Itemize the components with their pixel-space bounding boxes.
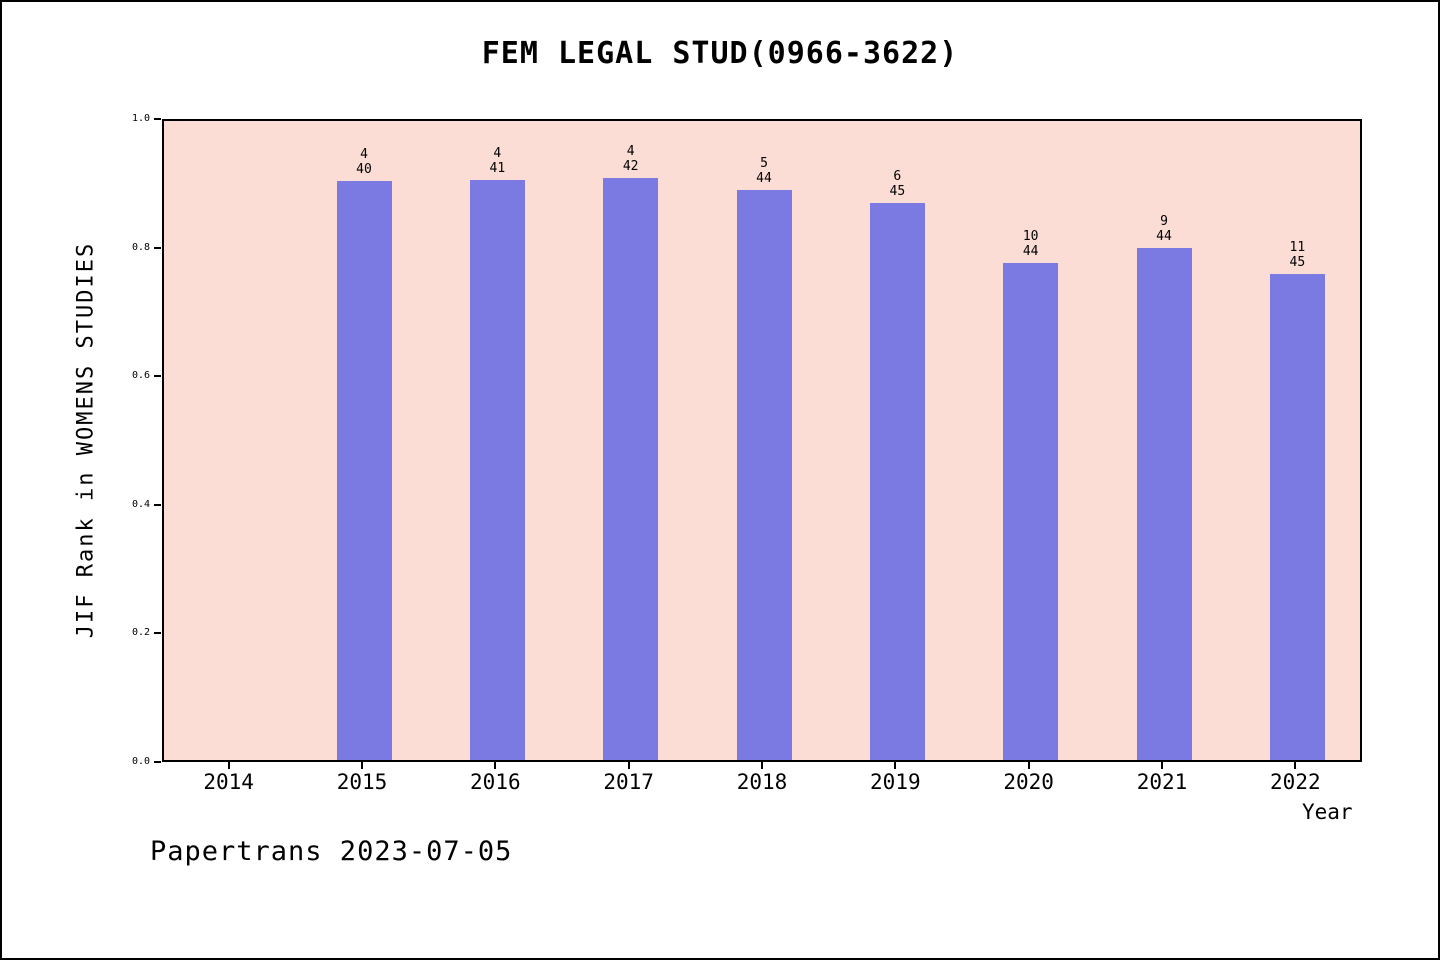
x-tick-mark: [1027, 762, 1030, 769]
y-tick-mark: [154, 246, 161, 249]
bar-2017: [603, 178, 659, 760]
y-tick-mark: [154, 632, 161, 635]
x-tick-label-2015: 2015: [336, 770, 388, 794]
y-axis-label: JIF Rank in WOMENS STUDIES: [73, 241, 99, 639]
bar-2019: [869, 203, 925, 760]
x-tick-label-2021: 2021: [1136, 770, 1188, 794]
chart-title: FEM LEGAL STUD(0966-3622): [481, 36, 959, 71]
x-tick-label-2017: 2017: [603, 770, 654, 794]
plot-area: 4 40 4 41 4 42 5 44 6 45 10 44 9 44 11 45: [162, 119, 1362, 762]
bar-label-2021: 9 44: [1156, 214, 1172, 244]
x-tick-mark: [227, 762, 230, 769]
bar-2016: [469, 180, 525, 760]
x-tick-mark: [894, 762, 897, 769]
bar-2020: [1003, 263, 1059, 760]
x-tick-label-2020: 2020: [1003, 770, 1054, 794]
y-tick-label: 0.0: [131, 756, 150, 767]
bar-label-2020: 10 44: [1022, 229, 1039, 259]
x-tick-mark: [1161, 762, 1163, 769]
bar-2015: [336, 181, 392, 760]
y-tick-mark: [154, 503, 161, 506]
x-axis-label: Year: [1302, 800, 1353, 824]
x-tick-label-2018: 2018: [736, 770, 788, 794]
y-tick-label: 0.2: [131, 627, 150, 639]
x-tick-label-2019: 2019: [870, 770, 921, 794]
bar-label-2015: 4 40: [356, 147, 372, 177]
y-tick-mark: [154, 118, 161, 120]
x-tick-label-2014: 2014: [203, 770, 254, 794]
watermark-text: Papertrans 2023-07-05: [150, 836, 513, 867]
y-tick-mark: [154, 375, 161, 378]
bar-2022: [1269, 274, 1325, 760]
x-tick-mark: [494, 762, 497, 769]
x-tick-mark: [361, 762, 363, 769]
bar-2018: [736, 190, 792, 760]
bar-2021: [1136, 248, 1192, 760]
bar-label-2019: 6 45: [889, 169, 906, 199]
y-tick-mark: [154, 761, 161, 763]
y-tick-label: 1.0: [131, 113, 150, 124]
bar-label-2017: 4 42: [622, 144, 639, 174]
y-tick-label: 0.6: [131, 370, 150, 382]
bar-label-2018: 5 44: [756, 156, 772, 186]
x-tick-label-2022: 2022: [1270, 770, 1321, 794]
x-tick-mark: [627, 762, 630, 769]
x-tick-mark: [761, 762, 763, 769]
x-tick-mark: [1294, 762, 1297, 769]
x-tick-label-2016: 2016: [470, 770, 521, 794]
y-tick-label: 0.8: [131, 241, 150, 253]
y-tick-label: 0.4: [131, 498, 150, 510]
bar-label-2022: 11 45: [1289, 240, 1306, 270]
bar-label-2016: 4 41: [489, 146, 506, 176]
